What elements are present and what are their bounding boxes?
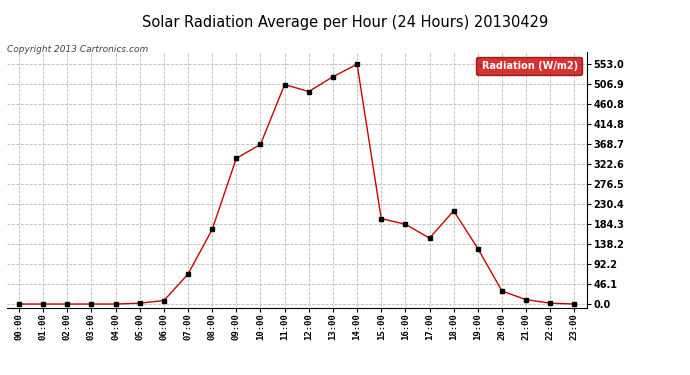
Text: Solar Radiation Average per Hour (24 Hours) 20130429: Solar Radiation Average per Hour (24 Hou…: [142, 15, 548, 30]
Text: Copyright 2013 Cartronics.com: Copyright 2013 Cartronics.com: [7, 45, 148, 54]
Legend: Radiation (W/m2): Radiation (W/m2): [476, 57, 582, 75]
